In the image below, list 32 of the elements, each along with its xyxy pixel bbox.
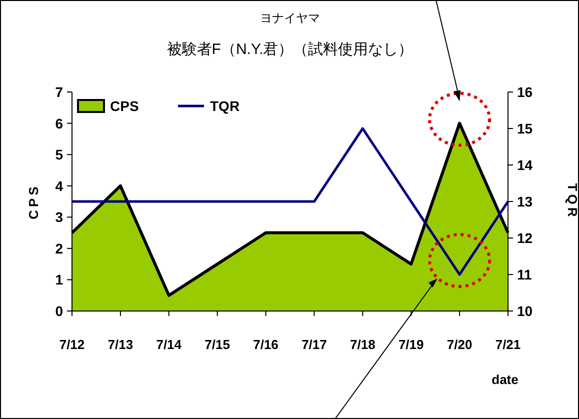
x-axis-title: date xyxy=(492,372,518,387)
legend-label: TQR xyxy=(210,98,240,114)
legend-label: CPS xyxy=(110,98,139,114)
y-tick-label: 3 xyxy=(55,209,64,226)
x-tick-label: 7/13 xyxy=(108,337,134,352)
x-tick-label: 7/21 xyxy=(495,337,521,352)
text: ヨナイヤマ xyxy=(260,11,320,25)
y2-tick-label: 12 xyxy=(517,230,533,246)
x-tick-label: 7/16 xyxy=(253,337,278,352)
x-tick-label: 7/15 xyxy=(204,337,230,352)
y-tick-label: 4 xyxy=(55,178,64,194)
y2-tick-label: 13 xyxy=(517,194,533,210)
chart-title: 被験者F（N.Y.君）（試料使用なし） xyxy=(166,41,414,58)
x-tick-label: 7/17 xyxy=(302,337,327,352)
x-tick-label: 7/20 xyxy=(446,337,472,352)
y-axis-title: CPS xyxy=(26,184,41,220)
y2-tick-label: 15 xyxy=(517,120,533,136)
y-tick-label: 2 xyxy=(55,240,64,256)
y-tick-label: 6 xyxy=(55,115,64,132)
y2-tick-label: 16 xyxy=(517,84,533,100)
y-tick-label: 7 xyxy=(55,84,64,100)
y-tick-label: 0 xyxy=(55,303,64,319)
y2-tick-label: 11 xyxy=(517,266,532,282)
y-tick-label: 5 xyxy=(55,146,64,163)
y2-axis-title: TQR xyxy=(565,183,579,220)
y2-tick-label: 14 xyxy=(517,157,533,173)
x-tick-label: 7/12 xyxy=(59,337,85,352)
x-tick-label: 7/19 xyxy=(398,337,424,352)
x-tick-label: 7/18 xyxy=(350,337,376,352)
y-tick-label: 1 xyxy=(55,272,64,288)
y2-tick-label: 10 xyxy=(517,303,533,319)
x-tick-label: 7/14 xyxy=(156,337,182,352)
